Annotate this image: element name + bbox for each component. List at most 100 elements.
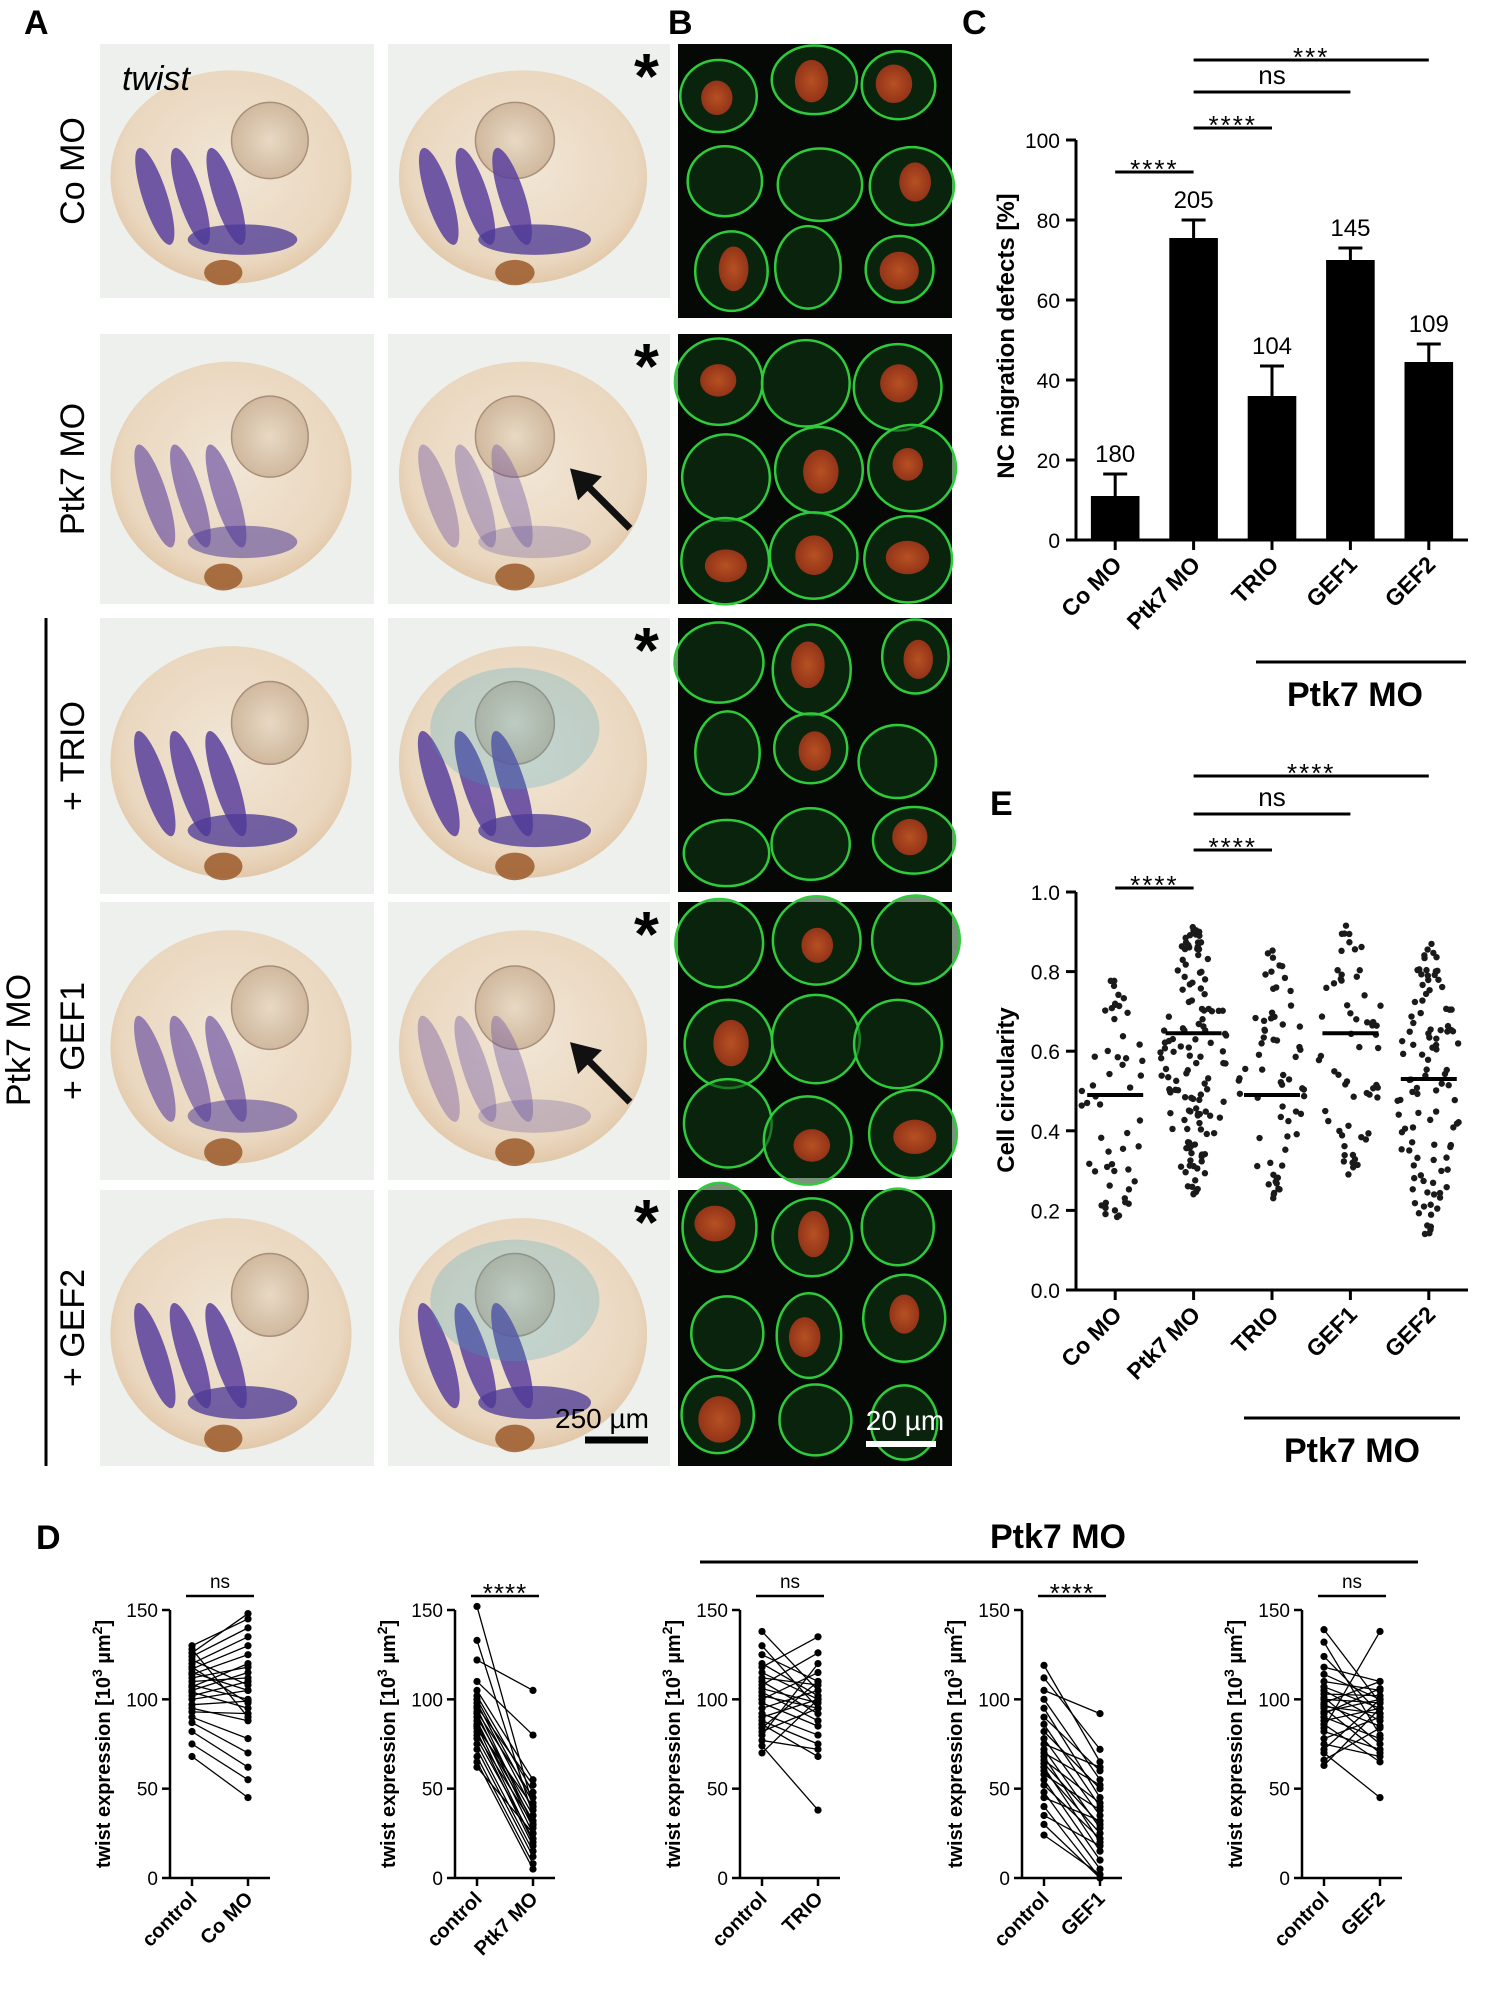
paired-point-left <box>188 1718 196 1727</box>
chart-e-point <box>1377 1002 1384 1009</box>
chart-e-point <box>1287 987 1294 995</box>
cell-membrane <box>674 897 765 989</box>
paired-point-left <box>1320 1663 1328 1671</box>
chart-e-point <box>1278 1081 1286 1088</box>
chart-e-point <box>1345 1171 1352 1178</box>
chart-e-point <box>1428 940 1435 948</box>
paired-point-right <box>1376 1627 1384 1636</box>
embryo-image-r0-c1: * <box>388 40 670 298</box>
chart-e-point <box>1436 1194 1444 1201</box>
chart-e-point <box>1181 1116 1188 1124</box>
embryo-eye <box>230 680 309 766</box>
chart-e-sig-label: **** <box>1130 870 1178 900</box>
twist-stream <box>170 444 211 548</box>
twist-stream <box>455 147 496 245</box>
row-label: + TRIO <box>54 701 92 811</box>
paired-point-right <box>244 1681 252 1689</box>
cement-gland <box>204 1138 243 1167</box>
cell-membrane <box>694 710 761 796</box>
paired-point-right <box>1096 1870 1104 1879</box>
paired-plot-xlabel: TRIO <box>778 1888 827 1937</box>
paired-line <box>1043 1823 1101 1879</box>
paired-line <box>761 1687 819 1704</box>
twist-ventral <box>478 813 592 848</box>
paired-point-left <box>1040 1831 1048 1839</box>
cement-gland <box>204 1424 243 1453</box>
paired-plot-sig-label: ns <box>210 1572 230 1593</box>
chart-e-point <box>1343 1002 1351 1009</box>
chart-e-point <box>1254 1162 1261 1170</box>
paired-line <box>761 1739 819 1751</box>
chart-e-point <box>1443 1154 1450 1161</box>
chart-e-point <box>1181 973 1188 981</box>
chart-e-point <box>1270 1189 1278 1197</box>
paired-plot-ytick-label: 100 <box>696 1690 728 1711</box>
cell-nucleus <box>798 731 831 771</box>
chart-e-point <box>1119 1145 1127 1152</box>
injected-side-marker: * <box>634 1186 659 1258</box>
chart-e-point <box>1419 981 1426 989</box>
twist-ventral <box>187 1099 298 1133</box>
chart-e-point <box>1210 1129 1218 1137</box>
chart-e-point <box>1202 1108 1209 1115</box>
chart-e-point <box>1181 945 1189 953</box>
cell-membrane <box>686 144 764 218</box>
chart-e-ytick-label: 0.8 <box>1031 962 1060 985</box>
paired-line <box>761 1745 819 1811</box>
chart-e-point <box>1423 966 1430 974</box>
cell-nucleus <box>892 447 923 481</box>
chart-e-point <box>1451 1096 1458 1104</box>
paired-line <box>1323 1688 1381 1715</box>
chart-e-point <box>1358 943 1365 951</box>
chart-e-point <box>1255 1051 1263 1058</box>
chart-e-point <box>1395 1111 1402 1118</box>
paired-point-left <box>473 1602 481 1611</box>
paired-plot-ytick-label: 150 <box>411 1601 443 1622</box>
twist-stream <box>491 730 533 837</box>
chart-e-point <box>1434 1205 1441 1212</box>
paired-point-right <box>1376 1677 1384 1686</box>
ylabel-text: twist expression [10 <box>93 1677 115 1868</box>
chart-e-point <box>1296 1043 1303 1051</box>
cement-gland <box>495 563 535 591</box>
chart-e-point <box>1432 1108 1440 1115</box>
chart-e-point <box>1124 1009 1131 1016</box>
paired-line <box>1043 1814 1101 1847</box>
chart-e-point <box>1273 984 1280 991</box>
chart-e-point <box>1322 1107 1329 1115</box>
chart-e-point <box>1177 1043 1184 1050</box>
chart-e-point <box>1406 1028 1413 1035</box>
ptk7-group-label: Ptk7 MO <box>0 974 38 1106</box>
paired-point-left <box>1320 1670 1328 1678</box>
chart-c-ytick-label: 80 <box>1037 210 1060 233</box>
cell-membrane <box>860 1187 935 1267</box>
paired-plot-ytick-label: 0 <box>717 1869 728 1890</box>
chart-e-point <box>1185 1044 1193 1051</box>
ylabel-text: ] <box>945 1620 967 1627</box>
ylabel-superscript: 3 <box>1221 1669 1237 1677</box>
paired-plot-ytick-label: 50 <box>137 1780 158 1801</box>
ylabel-superscript: 2 <box>374 1626 390 1634</box>
chart-e-point <box>1110 982 1118 990</box>
paired-point-left <box>758 1651 766 1659</box>
paired-line <box>191 1659 249 1686</box>
chart-e-point <box>1188 1149 1195 1157</box>
twist-stream <box>418 444 460 548</box>
chart-e-point <box>1170 1048 1177 1055</box>
chart-d-group-label: Ptk7 MO <box>990 1518 1126 1556</box>
gene-label-twist: twist <box>122 60 192 98</box>
paired-line <box>1043 1759 1101 1804</box>
panel-letter-b: B <box>668 4 693 42</box>
paired-plot-0: 0 50 100 150 twist expression [103 µm2] contr… <box>89 1572 270 1951</box>
cell-membrane <box>852 998 944 1090</box>
paired-point-right <box>1376 1695 1384 1703</box>
paired-point-left <box>473 1740 481 1748</box>
paired-line <box>191 1700 249 1706</box>
paired-line <box>476 1761 534 1870</box>
row-label: Ptk7 MO <box>54 403 92 535</box>
paired-point-right <box>244 1624 252 1632</box>
chart-e-point <box>1197 939 1205 946</box>
chart-e-point <box>1454 1040 1462 1047</box>
twist-stream <box>454 1302 497 1409</box>
